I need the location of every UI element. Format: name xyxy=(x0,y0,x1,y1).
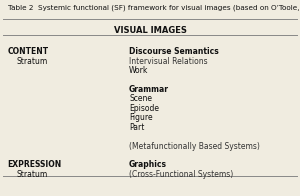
Text: Grammar: Grammar xyxy=(129,85,169,94)
Text: Stratum: Stratum xyxy=(16,57,48,66)
Text: Part: Part xyxy=(129,123,144,132)
Text: Figure: Figure xyxy=(129,113,153,122)
Text: CONTENT: CONTENT xyxy=(8,47,49,56)
Text: Stratum: Stratum xyxy=(16,170,48,179)
Text: Scene: Scene xyxy=(129,94,152,103)
Text: Discourse Semantics: Discourse Semantics xyxy=(129,47,219,56)
Text: Work: Work xyxy=(129,66,148,75)
Text: Table 2  Systemic functional (SF) framework for visual images (based on O’Toole,: Table 2 Systemic functional (SF) framewo… xyxy=(8,4,300,11)
Text: VISUAL IMAGES: VISUAL IMAGES xyxy=(114,26,186,35)
Text: EXPRESSION: EXPRESSION xyxy=(8,160,62,169)
Text: Episode: Episode xyxy=(129,104,159,113)
Text: Graphics: Graphics xyxy=(129,160,167,169)
Text: (Metafunctionally Based Systems): (Metafunctionally Based Systems) xyxy=(129,142,260,151)
Text: Intervisual Relations: Intervisual Relations xyxy=(129,57,208,66)
Text: (Cross-Functional Systems): (Cross-Functional Systems) xyxy=(129,170,233,179)
